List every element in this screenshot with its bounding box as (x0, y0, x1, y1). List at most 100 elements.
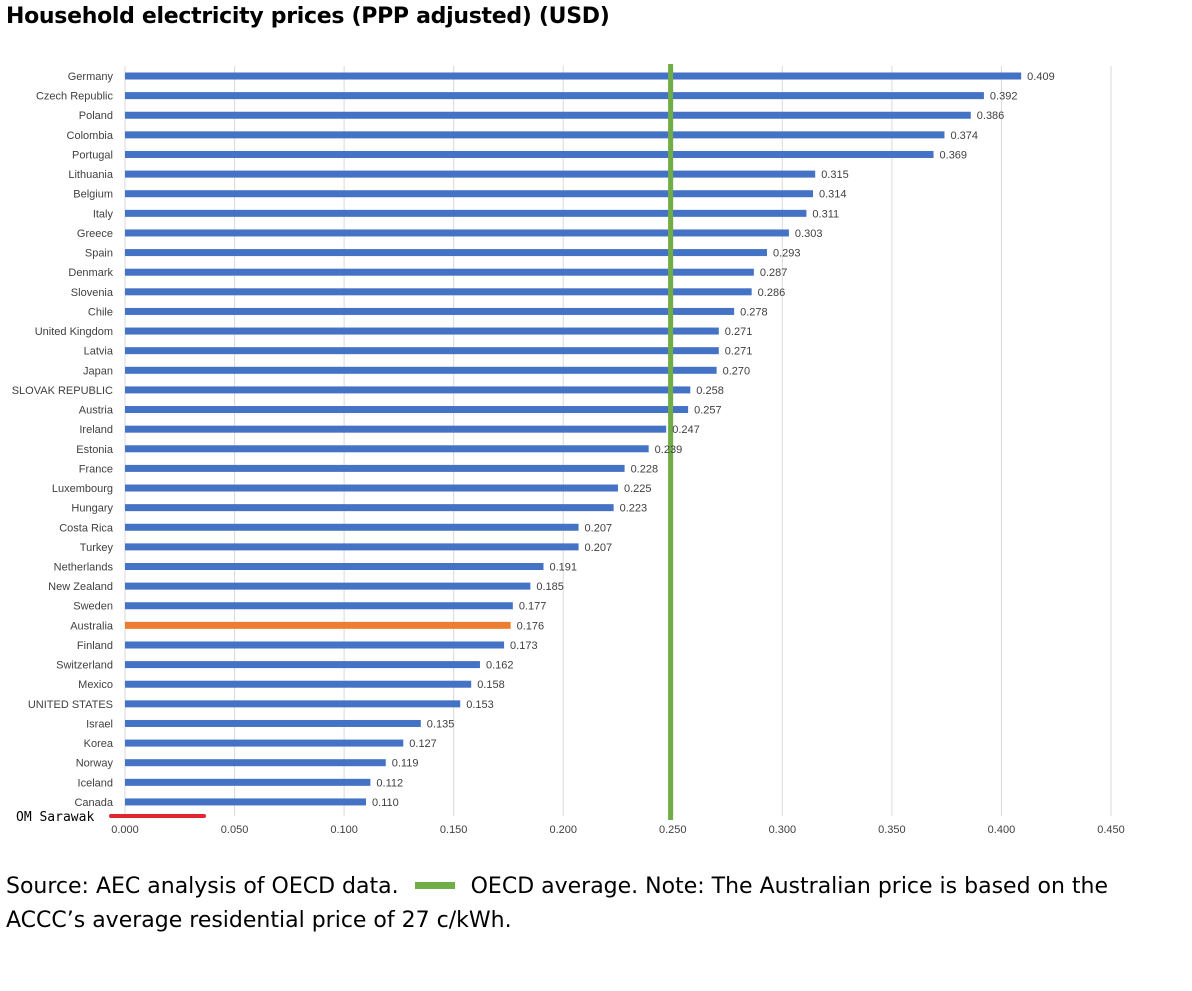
category-label: Costa Rica (59, 522, 114, 534)
chart-title: Household electricity prices (PPP adjust… (6, 4, 610, 29)
bar (125, 680, 472, 688)
bar (125, 661, 480, 669)
bar (125, 72, 1022, 80)
bar (125, 798, 367, 806)
bar (125, 700, 461, 708)
bar (125, 288, 752, 296)
bar (125, 484, 618, 492)
category-label: Netherlands (54, 562, 114, 574)
bar (125, 759, 386, 767)
data-label: 0.271 (725, 346, 753, 358)
data-label: 0.223 (620, 503, 648, 515)
data-label: 0.271 (725, 326, 753, 338)
category-label: Colombia (67, 130, 114, 142)
data-label: 0.158 (477, 679, 505, 691)
data-label: 0.162 (486, 660, 514, 672)
bar (125, 719, 421, 727)
category-label: New Zealand (48, 581, 113, 593)
category-label: UNITED STATES (28, 699, 113, 711)
bar (125, 131, 945, 139)
data-label: 0.177 (519, 601, 547, 613)
bar (125, 582, 531, 590)
category-label: Sweden (73, 601, 113, 613)
category-label: Austria (79, 405, 114, 417)
data-label: 0.258 (696, 385, 724, 397)
bar (125, 739, 404, 747)
annotation-text: OM Sarawak (16, 810, 94, 825)
category-label: Korea (84, 738, 114, 750)
x-tick-label: 0.250 (659, 824, 687, 836)
category-label: Latvia (84, 346, 114, 358)
bar (125, 209, 807, 217)
data-label: 0.185 (536, 581, 564, 593)
data-label: 0.386 (977, 110, 1005, 122)
bar (125, 386, 691, 394)
data-label: 0.176 (517, 620, 545, 632)
bar (125, 641, 505, 649)
bar (125, 504, 614, 512)
x-tick-label: 0.200 (549, 824, 577, 836)
category-label: Switzerland (56, 660, 113, 672)
category-label: Czech Republic (36, 91, 114, 103)
category-label: Poland (79, 110, 113, 122)
bar (125, 150, 934, 158)
category-label: Norway (76, 758, 114, 770)
category-label: Estonia (76, 444, 114, 456)
annotation: OM Sarawak (16, 810, 206, 825)
data-label: 0.119 (392, 758, 419, 770)
data-label: 0.270 (723, 365, 751, 377)
bar (125, 464, 625, 472)
bar (125, 523, 579, 531)
category-label: Lithuania (68, 169, 114, 181)
data-label: 0.315 (821, 169, 849, 181)
bar (125, 190, 814, 198)
data-label: 0.278 (740, 306, 768, 318)
category-label: Italy (93, 208, 114, 220)
category-label: Turkey (80, 542, 114, 554)
bar (125, 307, 735, 315)
category-label: Germany (68, 71, 114, 83)
data-label: 0.153 (466, 699, 494, 711)
x-tick-label: 0.350 (878, 824, 906, 836)
data-label: 0.369 (940, 149, 968, 161)
category-label: France (79, 463, 113, 475)
bar (125, 425, 667, 433)
data-label: 0.293 (773, 248, 801, 260)
data-label: 0.409 (1027, 71, 1055, 83)
data-label: 0.314 (819, 189, 847, 201)
footer-note: Source: AEC analysis of OECD data. OECD a… (6, 870, 1176, 938)
category-label: Belgium (73, 189, 113, 201)
legend-label: OECD average. Note: The Australian price… (6, 874, 1109, 933)
category-label: Luxembourg (52, 483, 113, 495)
data-label: 0.135 (427, 718, 455, 730)
category-label: Chile (88, 306, 113, 318)
category-label: Mexico (78, 679, 113, 691)
x-tick-label: 0.000 (111, 824, 139, 836)
x-tick-label: 0.100 (330, 824, 358, 836)
bar (125, 543, 579, 551)
data-label: 0.112 (376, 777, 403, 789)
bar (125, 170, 816, 178)
category-label: Spain (85, 248, 113, 260)
data-label: 0.374 (950, 130, 978, 142)
x-tick-label: 0.050 (221, 824, 249, 836)
category-label: Portugal (72, 149, 113, 161)
category-label: Canada (74, 797, 113, 809)
category-label: SLOVAK REPUBLIC (12, 385, 113, 397)
bar (125, 111, 971, 119)
data-label: 0.247 (672, 424, 700, 436)
bar (125, 229, 789, 237)
x-tick-label: 0.400 (988, 824, 1016, 836)
data-label: 0.225 (624, 483, 652, 495)
bar (125, 92, 984, 100)
category-label: Japan (83, 365, 113, 377)
data-label: 0.287 (760, 267, 788, 279)
category-label: United Kingdom (35, 326, 113, 338)
bar (125, 249, 767, 257)
labels: 0.000 0.050 0.100 0.150 0.200 0.250 0.300 0.350… (12, 71, 1125, 836)
bar (125, 621, 511, 629)
category-label: Greece (77, 228, 113, 240)
bars (125, 72, 1022, 806)
category-label: Ireland (79, 424, 113, 436)
bar (125, 406, 689, 414)
